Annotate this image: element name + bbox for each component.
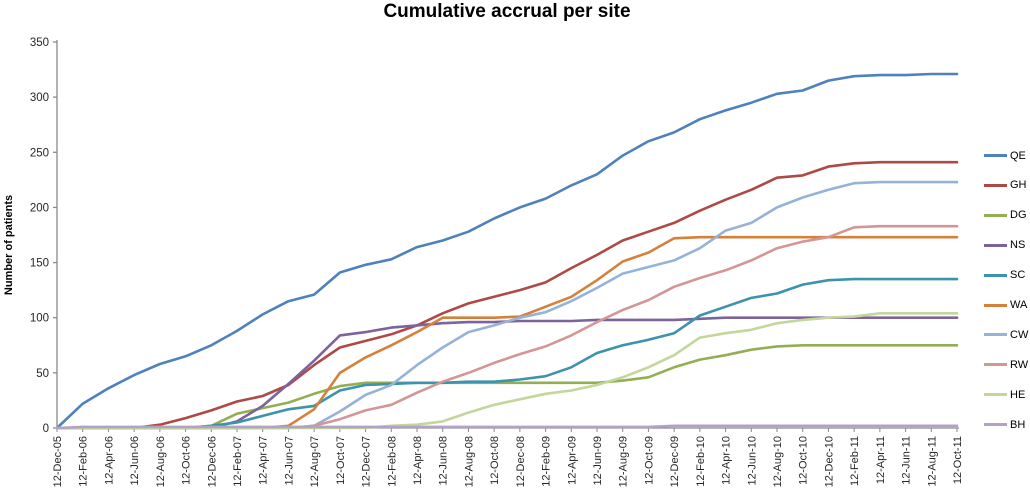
series-line-NS xyxy=(55,316,959,430)
y-tick-label: 200 xyxy=(30,202,49,214)
x-tick-label: 12-Jun-09 xyxy=(592,436,604,486)
x-tick-label: 12-Apr-10 xyxy=(721,436,733,485)
x-tick-label: 12-Aug-09 xyxy=(618,436,630,487)
x-tick-label: 12-Feb-09 xyxy=(541,436,553,487)
x-tick-label: 12-Jun-11 xyxy=(901,436,913,485)
x-tick-label: 12-Apr-11 xyxy=(875,436,887,484)
x-tick-label: 12-Aug-06 xyxy=(155,436,167,487)
x-tick-label: 12-Apr-08 xyxy=(412,436,424,485)
y-tick-label: 0 xyxy=(43,423,49,435)
y-tick-label: 50 xyxy=(36,368,49,380)
x-tick-label: 12-Feb-11 xyxy=(849,436,861,486)
x-tick-label: 12-Aug-07 xyxy=(309,436,321,487)
x-tick-label: 12-Dec-10 xyxy=(823,436,835,487)
x-tick-label: 12-Feb-06 xyxy=(78,436,90,487)
x-tick-label: 12-Feb-07 xyxy=(232,436,244,487)
x-tick-label: 12-Jun-10 xyxy=(746,436,758,486)
x-tick-label: 12-Aug-11 xyxy=(926,436,938,487)
x-tick-label: 12-Oct-07 xyxy=(335,436,347,485)
x-tick-label: 12-Dec-05 xyxy=(52,436,64,487)
x-tick-label: 12-Dec-09 xyxy=(669,436,681,487)
series-line-QE xyxy=(55,72,959,430)
x-tick-label: 12-Oct-10 xyxy=(798,436,810,485)
x-tick-label: 12-Oct-11 xyxy=(952,436,964,484)
x-tick-label: 12-Feb-08 xyxy=(386,436,398,487)
x-tick-label: 12-Jun-08 xyxy=(438,436,450,486)
y-tick-label: 250 xyxy=(30,147,49,159)
x-tick-label: 12-Oct-06 xyxy=(181,436,193,485)
series-line-BH xyxy=(55,424,959,430)
x-tick-label: 12-Jun-06 xyxy=(129,436,141,486)
x-tick-label: 12-Dec-06 xyxy=(206,436,218,487)
x-tick-label: 12-Apr-09 xyxy=(566,436,578,485)
x-tick-label: 12-Oct-09 xyxy=(643,436,655,485)
x-tick-label: 12-Aug-10 xyxy=(772,436,784,487)
y-tick-label: 300 xyxy=(30,92,49,104)
y-tick-label: 150 xyxy=(30,258,49,270)
series-line-WA xyxy=(55,235,959,430)
x-tick-label: 12-Dec-08 xyxy=(515,436,527,487)
y-tick-label: 100 xyxy=(30,313,49,325)
x-tick-label: 12-Apr-07 xyxy=(258,436,270,485)
x-tick-label: 12-Oct-08 xyxy=(489,436,501,485)
series-line-CW xyxy=(55,180,959,430)
x-tick-label: 12-Apr-06 xyxy=(103,436,115,485)
chart-title: Cumulative accrual per site xyxy=(383,1,631,22)
y-tick-label: 350 xyxy=(30,37,49,49)
series-line-HE xyxy=(55,311,959,430)
series-line-RW xyxy=(55,224,959,430)
x-tick-label: 12-Feb-10 xyxy=(695,436,707,487)
x-tick-label: 12-Aug-08 xyxy=(463,436,475,487)
series-line-GH xyxy=(55,160,959,430)
x-tick-label: 12-Dec-07 xyxy=(361,436,373,487)
x-tick-label: 12-Jun-07 xyxy=(283,436,295,486)
